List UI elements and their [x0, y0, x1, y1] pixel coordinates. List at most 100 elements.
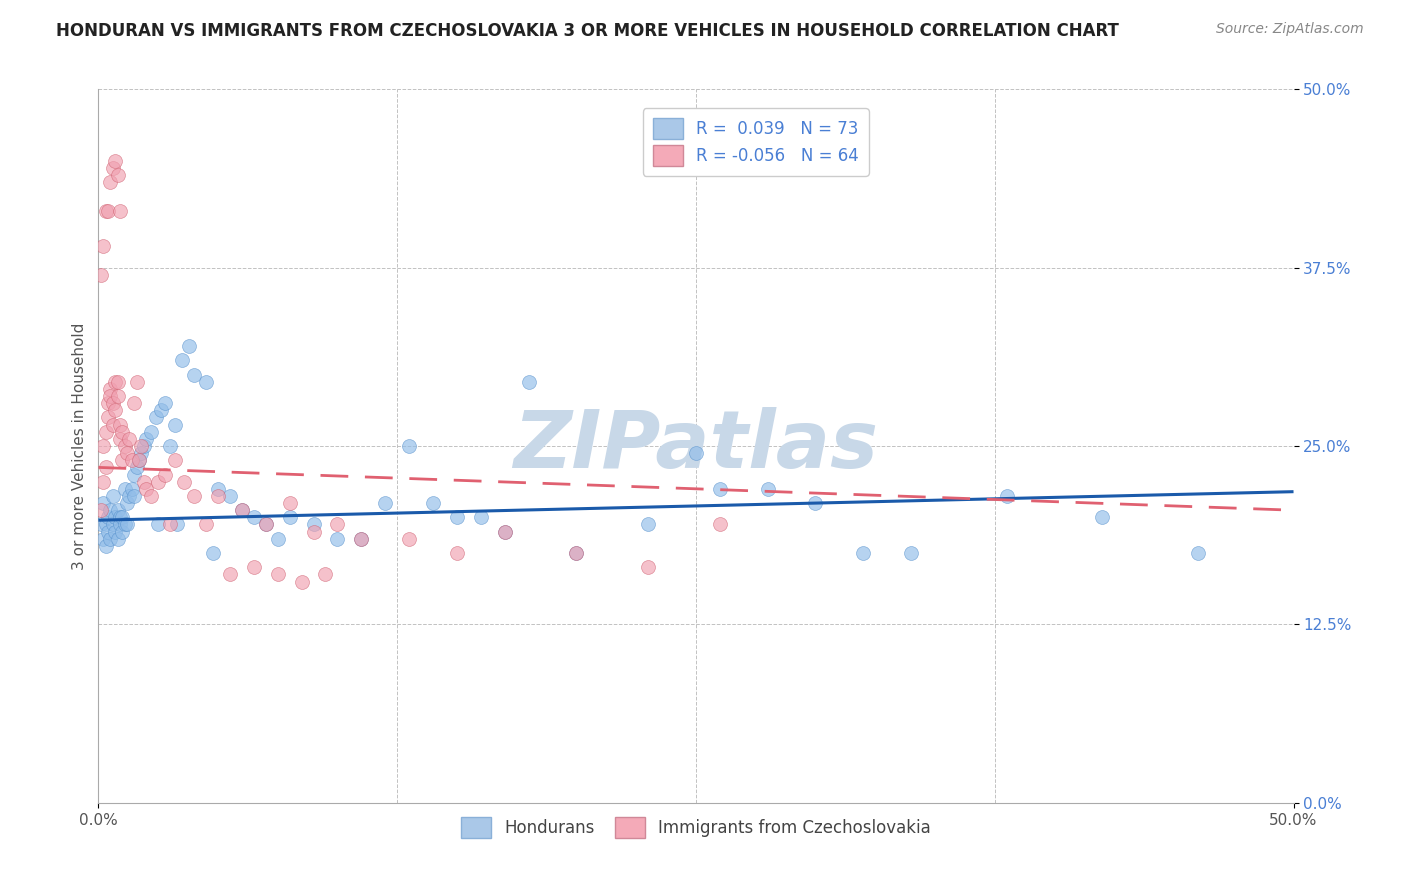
- Point: [398, 532, 420, 546]
- Point: [302, 517, 325, 532]
- Point: [219, 489, 242, 503]
- Point: [98, 382, 122, 396]
- Point: [374, 496, 396, 510]
- Point: [565, 546, 588, 560]
- Point: [470, 510, 492, 524]
- Point: [804, 496, 827, 510]
- Point: [159, 439, 181, 453]
- Point: [104, 153, 127, 168]
- Point: [166, 517, 188, 532]
- Point: [94, 425, 117, 439]
- Point: [172, 353, 194, 368]
- Point: [111, 453, 134, 467]
- Point: [94, 460, 117, 475]
- Point: [101, 161, 124, 175]
- Point: [145, 410, 167, 425]
- Point: [637, 517, 659, 532]
- Point: [107, 168, 129, 182]
- Point: [111, 510, 134, 524]
- Point: [709, 517, 731, 532]
- Point: [135, 482, 157, 496]
- Point: [149, 403, 172, 417]
- Point: [398, 439, 420, 453]
- Point: [98, 389, 122, 403]
- Point: [446, 510, 468, 524]
- Point: [108, 432, 131, 446]
- Point: [97, 410, 120, 425]
- Point: [494, 524, 516, 539]
- Point: [101, 417, 124, 432]
- Point: [326, 532, 349, 546]
- Point: [115, 517, 138, 532]
- Point: [243, 510, 266, 524]
- Point: [231, 503, 253, 517]
- Point: [132, 475, 155, 489]
- Point: [104, 403, 127, 417]
- Point: [852, 546, 875, 560]
- Point: [326, 517, 349, 532]
- Point: [132, 439, 155, 453]
- Legend: Hondurans, Immigrants from Czechoslovakia: Hondurans, Immigrants from Czechoslovaki…: [454, 811, 938, 845]
- Point: [97, 203, 120, 218]
- Point: [111, 524, 134, 539]
- Point: [114, 482, 136, 496]
- Point: [267, 532, 290, 546]
- Point: [124, 396, 146, 410]
- Point: [291, 574, 314, 589]
- Point: [97, 524, 120, 539]
- Point: [135, 432, 157, 446]
- Point: [315, 567, 337, 582]
- Point: [709, 482, 731, 496]
- Point: [101, 396, 124, 410]
- Point: [101, 489, 124, 503]
- Point: [183, 489, 205, 503]
- Point: [97, 396, 120, 410]
- Point: [98, 175, 122, 189]
- Point: [90, 503, 112, 517]
- Point: [118, 489, 141, 503]
- Point: [163, 453, 186, 467]
- Text: HONDURAN VS IMMIGRANTS FROM CZECHOSLOVAKIA 3 OR MORE VEHICLES IN HOUSEHOLD CORRE: HONDURAN VS IMMIGRANTS FROM CZECHOSLOVAK…: [56, 22, 1119, 40]
- Point: [94, 539, 117, 553]
- Text: Source: ZipAtlas.com: Source: ZipAtlas.com: [1216, 22, 1364, 37]
- Point: [163, 417, 186, 432]
- Point: [115, 446, 138, 460]
- Point: [108, 203, 131, 218]
- Point: [107, 503, 129, 517]
- Point: [97, 510, 120, 524]
- Point: [183, 368, 205, 382]
- Point: [350, 532, 373, 546]
- Point: [108, 417, 131, 432]
- Point: [107, 389, 129, 403]
- Point: [108, 510, 131, 524]
- Point: [98, 503, 122, 517]
- Point: [267, 567, 290, 582]
- Point: [195, 375, 218, 389]
- Point: [494, 524, 516, 539]
- Point: [173, 475, 195, 489]
- Text: ZIPatlas: ZIPatlas: [513, 407, 879, 485]
- Point: [302, 524, 325, 539]
- Point: [1091, 510, 1114, 524]
- Point: [207, 482, 229, 496]
- Point: [125, 460, 148, 475]
- Point: [243, 560, 266, 574]
- Point: [118, 432, 141, 446]
- Point: [104, 524, 127, 539]
- Point: [128, 453, 150, 467]
- Point: [278, 496, 301, 510]
- Point: [91, 532, 114, 546]
- Point: [685, 446, 707, 460]
- Point: [94, 517, 117, 532]
- Point: [94, 203, 117, 218]
- Point: [565, 546, 588, 560]
- Point: [128, 453, 150, 467]
- Point: [148, 517, 170, 532]
- Point: [900, 546, 922, 560]
- Point: [148, 475, 170, 489]
- Point: [90, 268, 112, 282]
- Point: [278, 510, 301, 524]
- Point: [254, 517, 277, 532]
- Point: [179, 339, 201, 353]
- Point: [254, 517, 277, 532]
